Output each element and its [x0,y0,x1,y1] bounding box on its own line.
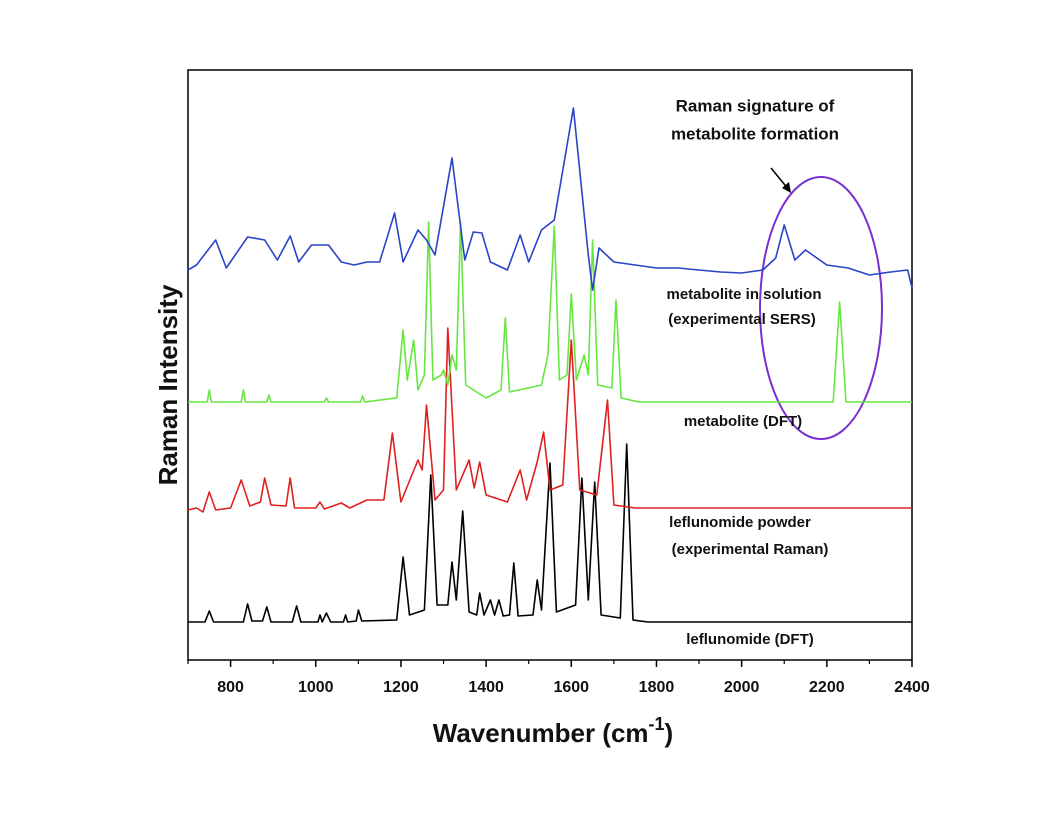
x-tick-label: 1600 [553,679,589,696]
x-tick-label: 1200 [383,679,419,696]
x-axis-title-sup: -1 [649,714,665,734]
plot-frame [187,69,913,661]
series-label: metabolite (DFT) [684,413,802,430]
x-tick-label: 1800 [639,679,675,696]
x-axis-title: Wavenumber (cm-1) [433,714,673,748]
highlight-ellipse [759,176,883,440]
arrow-head [782,182,791,193]
x-tick-label: 1000 [298,679,334,696]
series-label: (experimental SERS) [668,311,816,328]
spectrum-line [187,327,912,513]
series-label: metabolite in solution [666,286,821,303]
x-tick-label: 2400 [894,679,930,696]
x-tick-label: 2200 [809,679,845,696]
x-tick-label: 800 [217,679,244,696]
spectrum-line [188,443,912,623]
series-label: leflunomide (DFT) [686,631,814,648]
x-axis-title-tail: ) [665,718,674,748]
series-label: (experimental Raman) [672,541,829,558]
x-tick-label: 1400 [468,679,504,696]
series-label: leflunomide powder [669,514,811,531]
spectrum-line [188,221,912,403]
x-axis-title-text: Wavenumber (cm [433,718,649,748]
x-tick-label: 2000 [724,679,760,696]
annotation: Raman signature of [676,96,835,115]
spectrum-line [187,107,913,291]
y-axis-title: Raman Intensity [153,284,183,485]
annotation: metabolite formation [671,124,839,143]
